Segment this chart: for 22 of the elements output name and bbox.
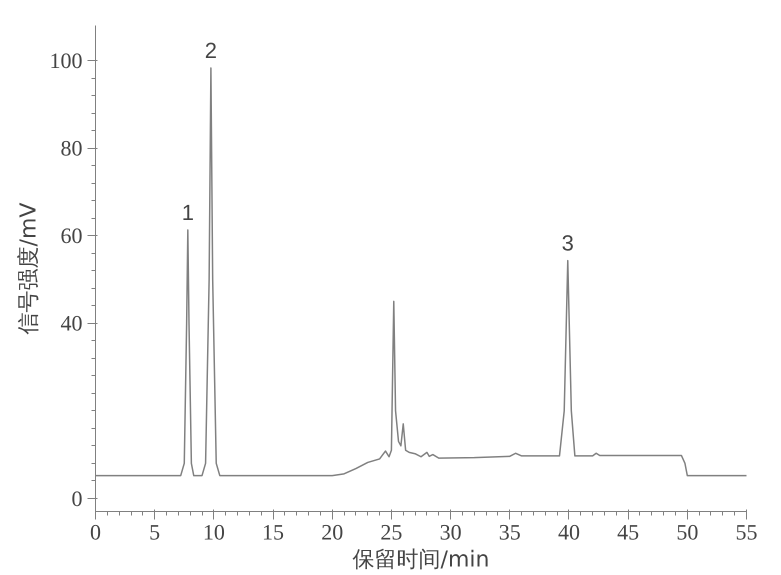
y-tick-label: 40 [60,310,82,336]
x-tick-label: 5 [149,520,160,544]
y-axis-title: 信号强度/mV [16,202,42,334]
x-tick-label: 0 [90,520,101,544]
x-tick-label: 10 [202,520,225,544]
x-tick-label: 20 [321,520,344,544]
annotation: 3 [562,230,574,256]
x-tick-label: 45 [617,520,640,544]
x-tick-label: 15 [262,520,284,544]
x-tick-label: 25 [380,520,402,544]
x-axis-title: 保留时间/min [352,548,490,572]
x-tick-label: 55 [736,520,758,544]
x-tick-label: 30 [440,520,462,544]
y-tick-label: 60 [60,223,82,248]
annotation: 1 [182,200,194,225]
y-tick-label: 80 [60,136,82,161]
x-tick-label: 35 [498,520,521,544]
annotation: 2 [204,38,218,63]
y-tick-label: 0 [72,486,82,511]
x-tick-label: 40 [558,520,580,544]
y-tick-label: 100 [50,48,82,74]
x-tick-label: 50 [676,520,698,544]
